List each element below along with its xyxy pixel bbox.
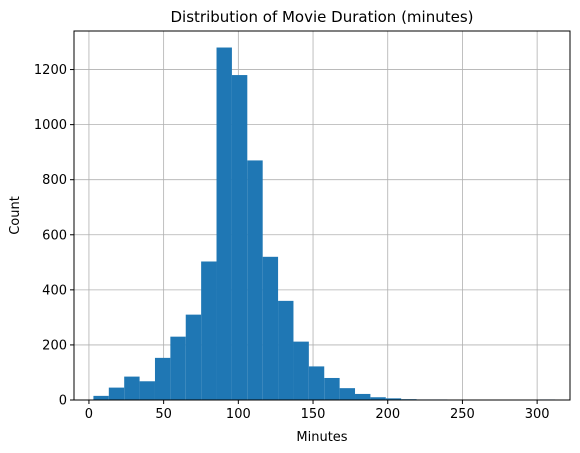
x-axis-title: Minutes	[296, 430, 347, 445]
y-axis-title: Count	[8, 196, 23, 235]
grid	[74, 31, 570, 401]
y-tick-label: 600	[42, 228, 67, 243]
histogram-bar	[201, 261, 217, 400]
histogram-bar	[262, 256, 279, 400]
bars	[93, 47, 556, 401]
histogram-bar	[154, 357, 171, 400]
histogram-bar	[231, 75, 248, 401]
x-tick-label: 300	[525, 407, 550, 422]
y-tick-label: 800	[42, 173, 67, 188]
histogram-bar	[170, 336, 186, 400]
histogram-bar	[355, 393, 371, 400]
x-axis-ticks: 0 50 100 150 200 250 300	[85, 400, 550, 422]
x-tick-label: 250	[450, 407, 475, 422]
histogram-bar	[278, 300, 294, 400]
x-tick-label: 200	[375, 407, 400, 422]
x-tick-label: 100	[226, 407, 251, 422]
histogram-bar	[216, 47, 232, 400]
y-tick-label: 200	[42, 338, 67, 353]
histogram-bar	[247, 160, 263, 400]
histogram-bar	[93, 395, 109, 400]
y-tick-label: 1200	[34, 63, 67, 78]
y-axis-ticks: 0 200 400 600 800 1000 1200	[34, 63, 74, 409]
histogram-bar	[293, 341, 309, 400]
histogram-bar	[124, 376, 140, 400]
chart-title: Distribution of Movie Duration (minutes)	[170, 8, 473, 26]
x-tick-label: 150	[301, 407, 326, 422]
histogram-bar	[139, 381, 155, 400]
x-tick-label: 0	[85, 407, 93, 422]
histogram-bar	[324, 377, 340, 400]
y-tick-label: 400	[42, 283, 67, 298]
x-tick-label: 50	[155, 407, 172, 422]
histogram-bar	[385, 398, 402, 400]
histogram-bar	[185, 314, 202, 400]
y-tick-label: 1000	[34, 118, 67, 133]
histogram-bar	[308, 366, 325, 400]
plot-frame	[73, 30, 571, 401]
histogram-bar	[108, 387, 125, 400]
y-tick-label: 0	[59, 394, 67, 409]
histogram-bar	[339, 388, 356, 400]
histogram-bar	[370, 397, 386, 400]
